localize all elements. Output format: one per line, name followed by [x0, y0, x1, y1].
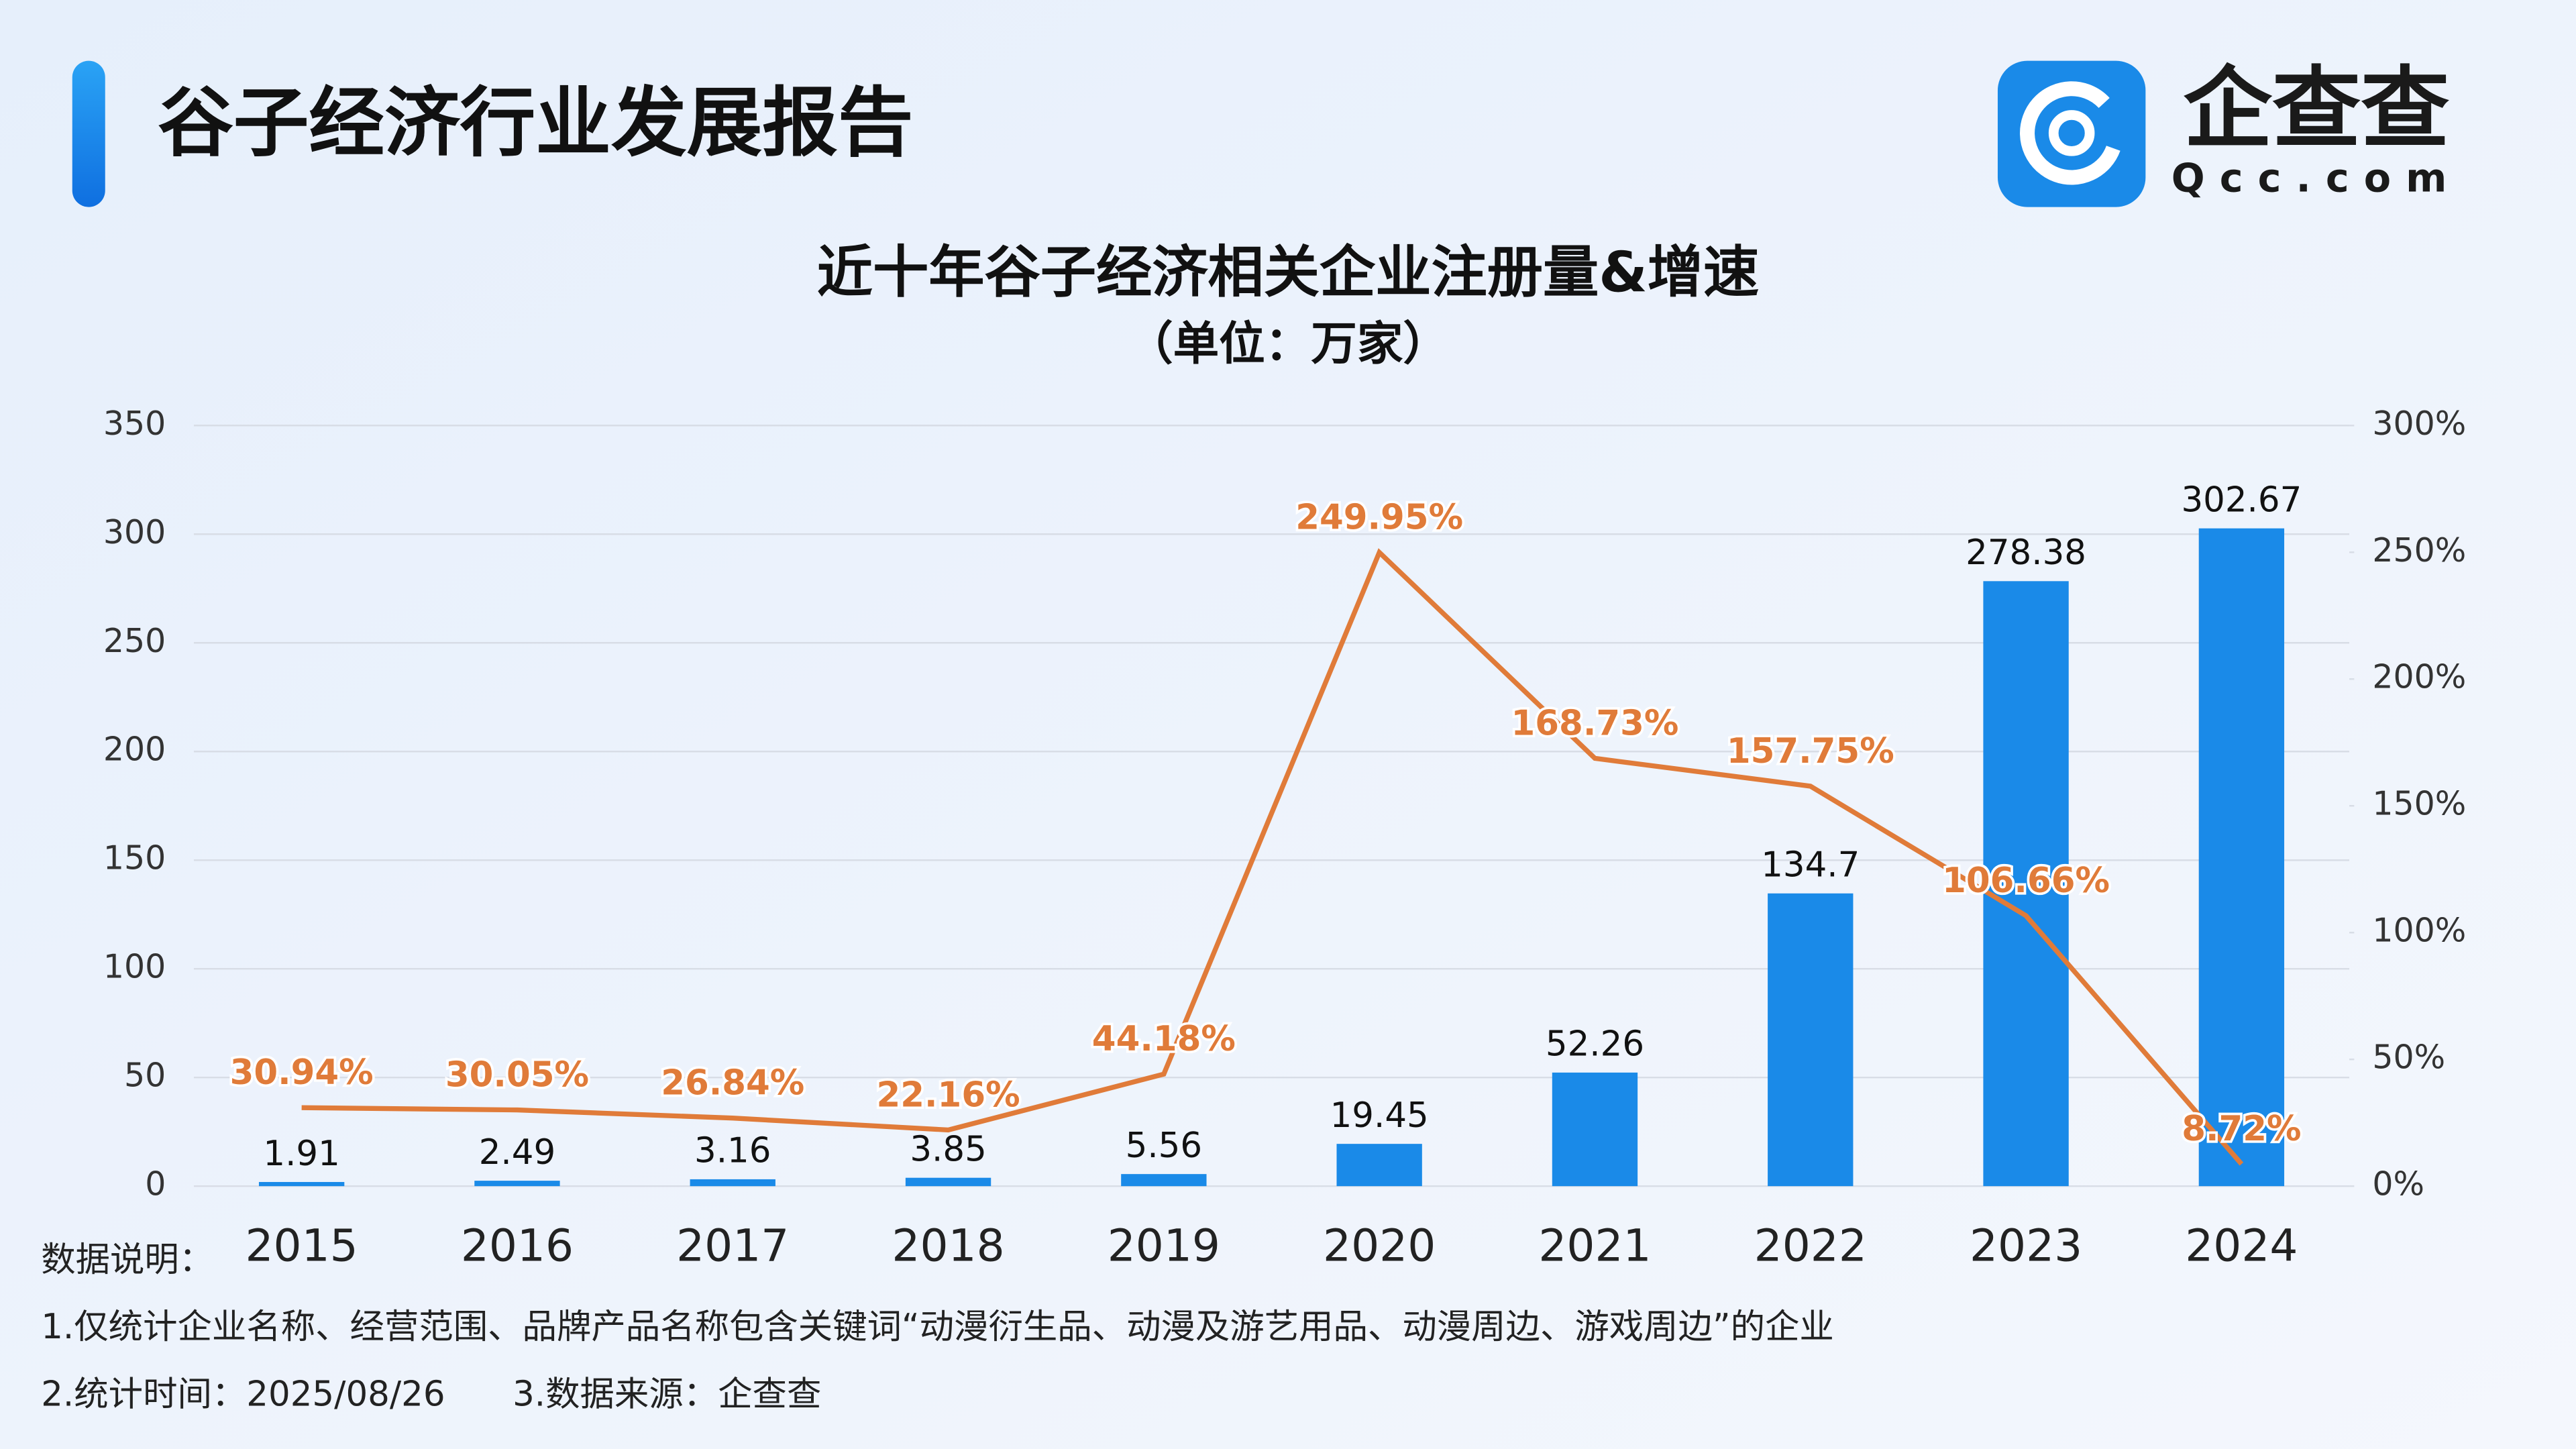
bar	[474, 1181, 560, 1187]
bar-value-label: 3.16	[694, 1131, 771, 1171]
chart-title: 近十年谷子经济相关企业注册量&增速	[817, 239, 1760, 305]
line-value-label: 26.84%	[661, 1063, 804, 1104]
logo: 企查查 Qcc.com	[1997, 58, 2462, 207]
chart-subtitle: （单位：万家）	[1127, 317, 1449, 371]
y2-tick-label: 50%	[2372, 1038, 2445, 1077]
bar-value-label: 52.26	[1546, 1024, 1644, 1065]
x-tick-label: 2024	[2185, 1220, 2298, 1271]
y-tick-label: 100	[103, 948, 166, 986]
line-value-label: 30.94%	[230, 1053, 374, 1093]
notes-line: 3.数据来源：企查查	[513, 1375, 821, 1415]
bar-value-label: 1.91	[263, 1134, 339, 1174]
y-tick-label: 50	[124, 1057, 166, 1095]
logo-inner	[2048, 110, 2095, 156]
logo-domain: Qcc.com	[2171, 154, 2462, 201]
x-tick-label: 2017	[676, 1220, 789, 1271]
line-value-label: 157.75%	[1727, 731, 1894, 771]
x-tick-label: 2018	[892, 1220, 1004, 1271]
line-value-label: 44.18%	[1092, 1019, 1236, 1059]
bar-value-label: 2.49	[479, 1132, 555, 1173]
line-value-label: 106.66%	[1942, 861, 2110, 901]
notes-line: 1.仅统计企业名称、经营范围、品牌产品名称包含关键词“动漫衍生品、动漫及游艺用品…	[41, 1307, 1834, 1347]
line-value-label: 249.95%	[1295, 497, 1463, 537]
y2-tick-label: 250%	[2372, 531, 2466, 570]
y2-tick-label: 300%	[2372, 405, 2466, 443]
notes-line: 2.统计时间：2025/08/26	[41, 1375, 445, 1415]
bar	[1121, 1174, 1207, 1187]
y-tick-label: 350	[103, 405, 166, 443]
notes-heading: 数据说明：	[41, 1240, 213, 1280]
bar	[258, 1181, 345, 1187]
line	[301, 548, 2244, 1166]
x-tick-label: 2021	[1538, 1220, 1651, 1271]
bar	[2198, 528, 2285, 1187]
y2-tick-label: 100%	[2372, 912, 2466, 950]
x-tick-label: 2019	[1108, 1220, 1220, 1271]
line-value-label: 168.73%	[1511, 703, 1679, 743]
bar	[690, 1179, 775, 1187]
bar	[1768, 893, 1854, 1187]
y2-tick-label: 200%	[2372, 658, 2466, 696]
logo-ring	[2020, 81, 2124, 185]
line-value-label: 30.05%	[445, 1055, 589, 1095]
y-tick-label: 250	[103, 622, 166, 660]
bar	[905, 1177, 991, 1187]
y-tick-label: 150	[103, 839, 166, 877]
y-tick-label: 0	[145, 1165, 166, 1203]
bar-value-label: 278.38	[1966, 533, 2086, 573]
title-accent	[72, 60, 105, 207]
bar-value-label: 5.56	[1126, 1126, 1202, 1166]
x-tick-label: 2023	[1970, 1220, 2082, 1271]
bar-value-label: 3.85	[910, 1130, 986, 1170]
x-tick-label: 2020	[1323, 1220, 1436, 1271]
x-tick-label: 2016	[461, 1220, 574, 1271]
line-value-label: 8.72%	[2182, 1109, 2301, 1149]
bar	[1336, 1144, 1422, 1187]
y-tick-label: 200	[103, 731, 166, 769]
x-tick-label: 2015	[246, 1220, 358, 1271]
line-value-label: 22.16%	[876, 1075, 1020, 1115]
page-title: 谷子经济行业发展报告	[158, 78, 913, 167]
logo-text: 企查查	[2184, 58, 2450, 161]
bar-value-label: 19.45	[1330, 1095, 1429, 1136]
y2-tick-label: 0%	[2372, 1165, 2424, 1203]
bar-value-label: 302.67	[2181, 480, 2302, 520]
y-tick-label: 300	[103, 513, 166, 551]
x-tick-label: 2022	[1754, 1220, 1867, 1271]
bar-value-label: 134.7	[1761, 845, 1860, 885]
y2-tick-label: 150%	[2372, 785, 2466, 823]
bar	[1552, 1072, 1638, 1187]
bar	[1983, 581, 2069, 1187]
